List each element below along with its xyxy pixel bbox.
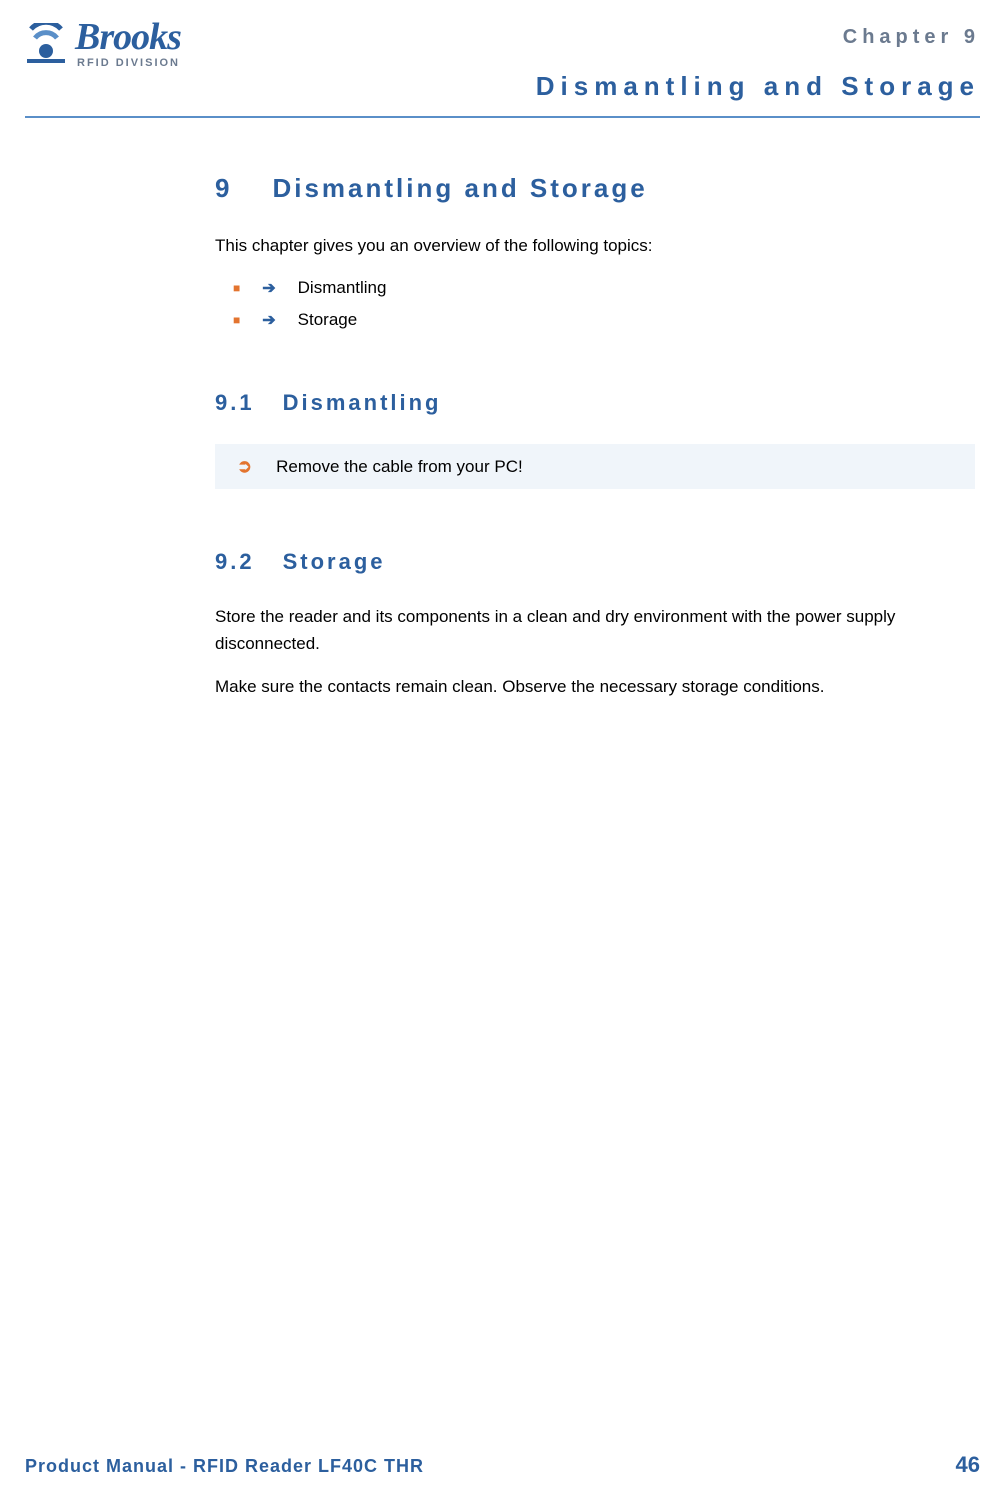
logo-text: Brooks RFID DIVISION: [75, 18, 181, 69]
curved-arrow-icon: ➲: [237, 456, 252, 477]
page-footer: Product Manual - RFID Reader LF40C THR 4…: [0, 1452, 1005, 1478]
square-bullet-icon: ■: [233, 281, 240, 295]
section-heading-9-1: 9.1 Dismantling: [215, 390, 975, 416]
topic-label: Storage: [298, 310, 358, 330]
brand-division: RFID DIVISION: [77, 58, 181, 69]
list-item: ■ ➔ Storage: [233, 310, 975, 330]
body-paragraph: Store the reader and its components in a…: [215, 603, 975, 657]
logo-area: Brooks RFID DIVISION: [25, 18, 181, 69]
topic-label: Dismantling: [298, 278, 387, 298]
list-item: ■ ➔ Dismantling: [233, 278, 975, 298]
section-heading-9: 9 Dismantling and Storage: [215, 173, 975, 204]
arrow-right-icon: ➔: [262, 310, 275, 330]
subsection-number: 9.1: [215, 390, 255, 416]
arrow-right-icon: ➔: [262, 278, 275, 298]
footer-title: Product Manual - RFID Reader LF40C THR: [25, 1456, 424, 1477]
note-text: Remove the cable from your PC!: [276, 457, 523, 477]
square-bullet-icon: ■: [233, 313, 240, 327]
note-box: ➲ Remove the cable from your PC!: [215, 444, 975, 489]
section-number: 9: [215, 173, 232, 204]
brand-name: Brooks: [75, 18, 181, 56]
body-paragraph: Make sure the contacts remain clean. Obs…: [215, 673, 975, 700]
subsection-title: Dismantling: [283, 390, 442, 416]
header-right: Chapter 9 Dismantling and Storage: [536, 18, 980, 102]
page-number: 46: [956, 1452, 980, 1478]
section-heading-9-2: 9.2 Storage: [215, 549, 975, 575]
page-header: Brooks RFID DIVISION Chapter 9 Dismantli…: [0, 0, 1005, 102]
chapter-label: Chapter 9: [536, 26, 980, 49]
topic-list: ■ ➔ Dismantling ■ ➔ Storage: [215, 278, 975, 330]
subsection-title: Storage: [283, 549, 386, 575]
page-content: 9 Dismantling and Storage This chapter g…: [0, 118, 1005, 701]
intro-paragraph: This chapter gives you an overview of th…: [215, 236, 975, 256]
brooks-logo-icon: [25, 23, 67, 65]
chapter-title: Dismantling and Storage: [536, 71, 980, 102]
subsection-number: 9.2: [215, 549, 255, 575]
section-title: Dismantling and Storage: [272, 173, 647, 204]
logo: Brooks RFID DIVISION: [25, 18, 181, 69]
